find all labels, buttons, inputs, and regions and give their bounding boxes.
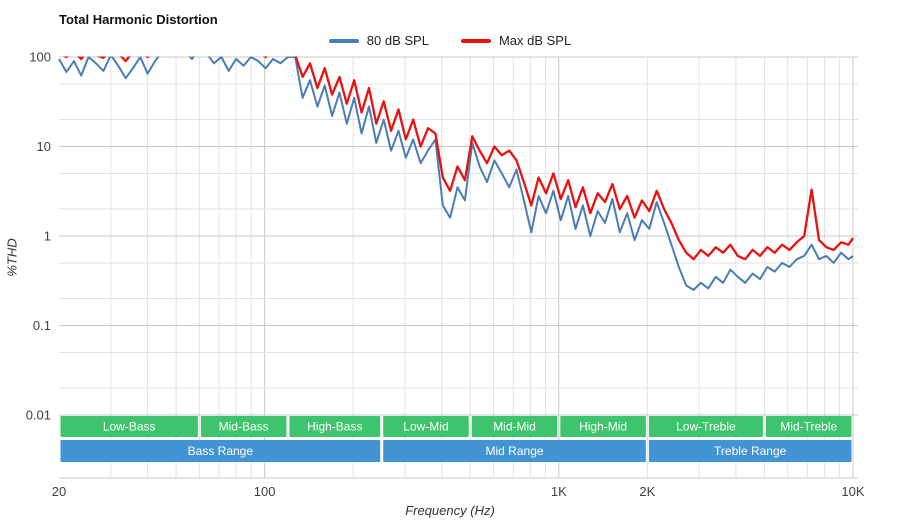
band-label: Mid-Treble <box>780 420 837 434</box>
80db-line-swatch-icon <box>328 38 359 43</box>
y-tick-label: 0.1 <box>33 318 51 333</box>
band-label: High-Mid <box>579 420 627 434</box>
band-label: Low-Mid <box>403 420 448 434</box>
legend-label-maxdb: Max dB SPL <box>498 33 572 48</box>
y-tick-label: 10 <box>37 139 51 154</box>
x-tick-label: 10K <box>841 484 864 499</box>
maxdb-line-swatch-icon <box>460 38 491 43</box>
grid <box>59 56 858 479</box>
range-label: Bass Range <box>188 444 254 458</box>
chart-title: Total Harmonic Distortion <box>59 12 218 27</box>
band-label: Mid-Bass <box>219 420 269 434</box>
x-tick-label: 100 <box>254 484 276 499</box>
range-label: Mid Range <box>486 444 544 458</box>
band-low-treble <box>648 416 763 437</box>
band-high-mid <box>560 416 646 437</box>
band-high-bass <box>289 416 381 437</box>
range-mid-range <box>383 440 646 462</box>
range-treble-range <box>648 440 852 462</box>
chart-legend: 80 dB SPL Max dB SPL <box>0 33 900 48</box>
y-tick-label: 1 <box>44 229 51 244</box>
band-mid-treble <box>765 416 852 437</box>
band-label: High-Bass <box>307 420 362 434</box>
range-label: Treble Range <box>714 444 787 458</box>
y-tick-label: 0.01 <box>26 408 51 423</box>
frequency-band-strips: Low-Bass Mid-Bass High-Bass Low-Mid Mid-Mid H… <box>60 416 852 462</box>
x-axis-title: Frequency (Hz) <box>405 503 495 518</box>
legend-label-80db: 80 dB SPL <box>366 33 429 48</box>
x-tick-label: 1K <box>551 484 567 499</box>
band-label: Low-Bass <box>103 420 156 434</box>
band-low-mid <box>383 416 469 437</box>
band-label: Mid-Mid <box>493 420 536 434</box>
range-bass-range <box>60 440 381 462</box>
series-line-max-spl <box>62 56 854 261</box>
x-tick-label: 2K <box>639 484 655 499</box>
band-mid-mid <box>471 416 558 437</box>
y-tick-label: 100 <box>29 50 51 65</box>
band-low-bass <box>60 416 198 437</box>
legend-item-80db[interactable]: 80 dB SPL <box>328 33 429 48</box>
band-mid-bass <box>200 416 287 437</box>
y-axis-title: %THD <box>4 238 20 277</box>
x-tick-label: 20 <box>52 484 66 499</box>
band-label: Low-Treble <box>676 420 736 434</box>
legend-item-maxdb[interactable]: Max dB SPL <box>460 33 572 48</box>
series-line-80db-spl <box>58 56 854 291</box>
